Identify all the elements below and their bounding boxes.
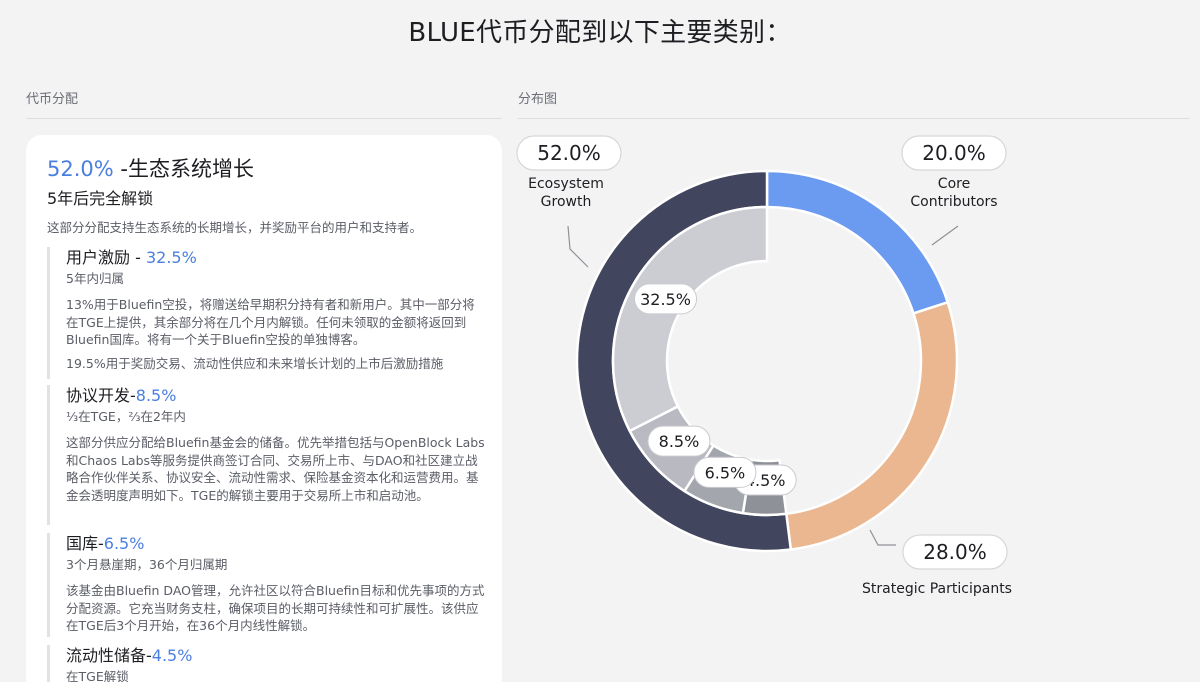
- sub-allocation-description: 这部分供应分配给Bluefin基金会的储备。优先举措包括与OpenBlock L…: [66, 435, 485, 503]
- sub-allocation-liquidity-reserve: 流动性储备-4.5% 在TGE解锁: [47, 645, 487, 682]
- inner-percent-label-pill: [634, 283, 698, 315]
- unlock-schedule: 5年后完全解锁: [47, 189, 154, 208]
- donut-slice-core-contributors: [765, 169, 950, 315]
- sub-allocation-name: 流动性储备-: [66, 646, 152, 665]
- sub-allocation-name: 协议开发-: [66, 386, 136, 405]
- sub-allocation-percent: 32.5%: [145, 248, 197, 267]
- sub-allocation-user-incentives: 用户激励 - 32.5% 5年内归属 13%用于Bluefin空投，将赠送给早期…: [47, 247, 487, 379]
- sub-allocation-title: 协议开发-8.5%: [66, 385, 487, 407]
- inner-percent-label: 32.5%: [640, 290, 691, 309]
- sub-allocation-percent: 6.5%: [103, 534, 145, 553]
- headline-percent: 52.0%: [47, 157, 114, 181]
- sub-allocation-description: 13%用于Bluefin空投，将赠送给早期积分持有者和新用户。其中一部分将在TG…: [66, 297, 475, 347]
- category-label: Growth: [541, 194, 592, 210]
- right-divider: [518, 118, 1190, 119]
- distribution-chart-section-label: 分布图: [518, 92, 558, 107]
- outer-percent-label-pill: [901, 135, 1007, 171]
- sub-allocation-title: 用户激励 - 32.5%: [66, 247, 487, 269]
- sub-allocation-name: 国库-: [66, 534, 104, 553]
- leader-line: [567, 225, 589, 268]
- allocation-card: 52.0% -生态系统增长 5年后完全解锁 这部分分配支持生态系统的长期增长，并…: [26, 135, 502, 682]
- sub-allocation-title: 流动性储备-4.5%: [66, 645, 487, 667]
- token-allocation-section-label: 代币分配: [26, 92, 79, 107]
- sub-allocation-name: 用户激励 -: [66, 248, 146, 267]
- inner-slice-32-5: [611, 205, 769, 433]
- sub-allocation-vesting: 3个月悬崖期，36个月归属期: [66, 557, 228, 572]
- inner-percent-label: 6.5%: [705, 463, 746, 482]
- sub-allocation-percent: 4.5%: [151, 646, 193, 665]
- sub-allocation-vesting: 5年内归属: [66, 271, 124, 286]
- category-label: Strategic Participants: [862, 581, 1012, 597]
- sub-allocation-vesting: ⅓在TGE，⅔在2年内: [66, 409, 186, 424]
- sub-allocation-percent: 8.5%: [135, 386, 177, 405]
- category-label: Contributors: [910, 194, 997, 210]
- donut-slice-strategic-participants: [784, 300, 959, 551]
- allocation-intro: 这部分分配支持生态系统的长期增长，并奖励平台的用户和支持者。: [47, 220, 423, 235]
- sub-allocation-description: 该基金由Bluefin DAO管理，允许社区以符合Bluefin目标和优先事项的…: [66, 583, 485, 633]
- sub-allocation-title: 国库-6.5%: [66, 533, 487, 555]
- category-label: Core: [938, 176, 970, 192]
- sub-allocation-protocol-development: 协议开发-8.5% ⅓在TGE，⅔在2年内 这部分供应分配给Bluefin基金会…: [47, 385, 487, 525]
- inner-percent-label: 8.5%: [659, 432, 700, 451]
- outer-percent-label: 52.0%: [537, 141, 601, 165]
- left-divider: [26, 118, 502, 119]
- inner-percent-label-pill: [647, 425, 711, 457]
- card-header: 52.0% -生态系统增长 5年后完全解锁 这部分分配支持生态系统的长期增长，并…: [47, 155, 487, 237]
- headline-text: -生态系统增长: [113, 157, 254, 181]
- page-title: BLUE代币分配到以下主要类别：: [408, 18, 792, 48]
- leader-line: [869, 529, 896, 546]
- outer-percent-label: 28.0%: [923, 540, 987, 564]
- leader-line: [931, 225, 959, 246]
- outer-percent-label-pill: [902, 534, 1008, 570]
- outer-percent-label: 20.0%: [922, 141, 986, 165]
- sub-allocation-description: 19.5%用于奖励交易、流动性供应和未来增长计划的上市后激励措施: [66, 355, 444, 371]
- outer-percent-label-pill: [516, 135, 622, 171]
- sub-allocation-vesting: 在TGE解锁: [66, 669, 129, 682]
- distribution-donut-chart: 4.5%6.5%8.5%32.5%20.0%CoreContributors28…: [516, 135, 1012, 597]
- category-label: Ecosystem: [528, 176, 604, 192]
- inner-percent-label-pill: [693, 456, 757, 488]
- allocation-headline: 52.0% -生态系统增长: [47, 155, 487, 183]
- sub-allocation-treasury: 国库-6.5% 3个月悬崖期，36个月归属期 该基金由Bluefin DAO管理…: [47, 533, 487, 637]
